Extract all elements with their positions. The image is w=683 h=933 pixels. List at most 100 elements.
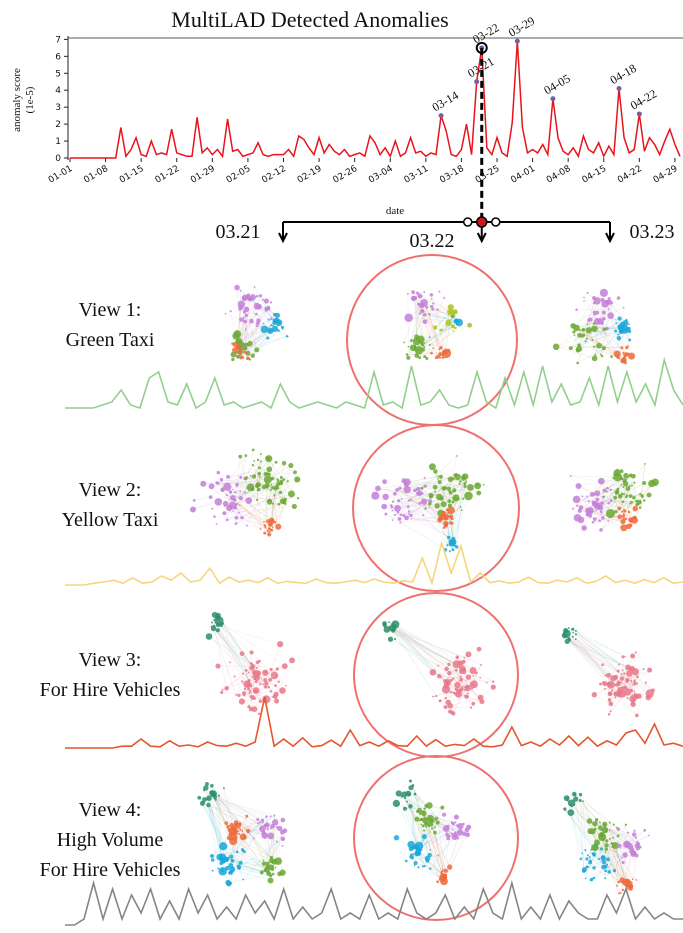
- network-node: [251, 353, 255, 357]
- network-edge: [395, 624, 465, 690]
- network-node: [282, 461, 286, 465]
- network-node: [245, 669, 248, 672]
- network-node: [613, 473, 622, 482]
- network-node: [430, 352, 433, 355]
- network-node: [257, 822, 259, 824]
- selected-dot: [477, 217, 487, 227]
- anomaly-point: [637, 111, 642, 116]
- network-node: [257, 472, 261, 476]
- network-node: [238, 455, 242, 459]
- network-node: [622, 500, 625, 503]
- network-node: [633, 482, 635, 484]
- network-node: [632, 506, 638, 512]
- network-node: [239, 861, 243, 865]
- network-node: [599, 822, 601, 824]
- network-node: [407, 505, 410, 508]
- network-node: [455, 669, 458, 672]
- network-node: [460, 506, 462, 508]
- network-node: [268, 319, 270, 321]
- network-node: [436, 494, 442, 500]
- network-node: [587, 292, 589, 294]
- network-node: [584, 849, 586, 851]
- network-node: [220, 478, 223, 481]
- x-tick-label: 02-12: [260, 164, 288, 186]
- network-node: [611, 302, 613, 304]
- network-node: [388, 637, 393, 642]
- network-node: [274, 699, 279, 704]
- network-node: [239, 822, 242, 825]
- anomaly-point: [439, 113, 444, 118]
- network-node: [283, 478, 286, 481]
- network-node: [243, 316, 245, 318]
- network-node: [271, 672, 279, 680]
- network-node: [458, 320, 460, 322]
- network-node: [262, 299, 264, 301]
- network-node: [449, 321, 451, 323]
- network-node: [431, 827, 433, 829]
- network-node: [634, 691, 636, 693]
- network-node: [390, 504, 392, 506]
- network-node: [632, 496, 636, 500]
- network-node: [446, 508, 449, 511]
- network-node: [223, 483, 231, 491]
- network-node: [595, 818, 598, 821]
- network-node: [270, 301, 272, 303]
- network-node: [624, 518, 627, 521]
- network-node: [593, 346, 595, 348]
- network: [393, 779, 472, 885]
- network-node: [219, 842, 227, 850]
- network-node: [455, 816, 457, 818]
- network-node: [236, 851, 239, 854]
- network-node: [240, 516, 243, 519]
- network-node: [586, 323, 588, 325]
- network-node: [607, 682, 612, 687]
- network-node: [398, 487, 401, 490]
- network-node: [404, 313, 412, 321]
- network-node: [237, 694, 240, 697]
- network-node: [244, 491, 246, 493]
- network-node: [587, 818, 593, 824]
- network-node: [210, 791, 212, 793]
- network-node: [454, 821, 456, 823]
- network-node: [607, 502, 610, 505]
- network-node: [222, 511, 226, 515]
- network-node: [421, 498, 427, 504]
- network-node: [629, 494, 633, 498]
- network: [206, 612, 295, 715]
- network-node: [644, 463, 646, 465]
- x-tick-label: 01-22: [154, 164, 182, 186]
- network-node: [474, 482, 481, 489]
- bracket-dot: [464, 218, 472, 226]
- network-node: [449, 540, 456, 547]
- network-node: [477, 647, 482, 652]
- network-node: [617, 333, 619, 335]
- network-node: [597, 318, 603, 324]
- network-node: [630, 702, 635, 707]
- network-node: [470, 707, 472, 709]
- network-node: [239, 354, 241, 356]
- network-node: [620, 519, 625, 524]
- network-node: [382, 621, 387, 626]
- network-node: [260, 453, 262, 455]
- network-node: [278, 681, 280, 683]
- network-node: [449, 516, 452, 519]
- network-node: [605, 830, 608, 833]
- network-node: [230, 310, 232, 312]
- network-node: [637, 500, 642, 505]
- network-node: [239, 698, 245, 704]
- network-node: [241, 848, 244, 851]
- network-node: [404, 482, 409, 487]
- network-node: [423, 829, 425, 831]
- network-node: [430, 305, 433, 308]
- network-node: [409, 514, 413, 518]
- network-node: [435, 695, 437, 697]
- network-node: [280, 499, 285, 504]
- network-node: [471, 702, 475, 706]
- network-node: [436, 880, 439, 883]
- network-node: [608, 520, 610, 522]
- network-node: [219, 623, 223, 627]
- network-node: [570, 323, 576, 329]
- network-node: [463, 485, 466, 488]
- network-node: [269, 531, 271, 533]
- network-node: [594, 297, 601, 304]
